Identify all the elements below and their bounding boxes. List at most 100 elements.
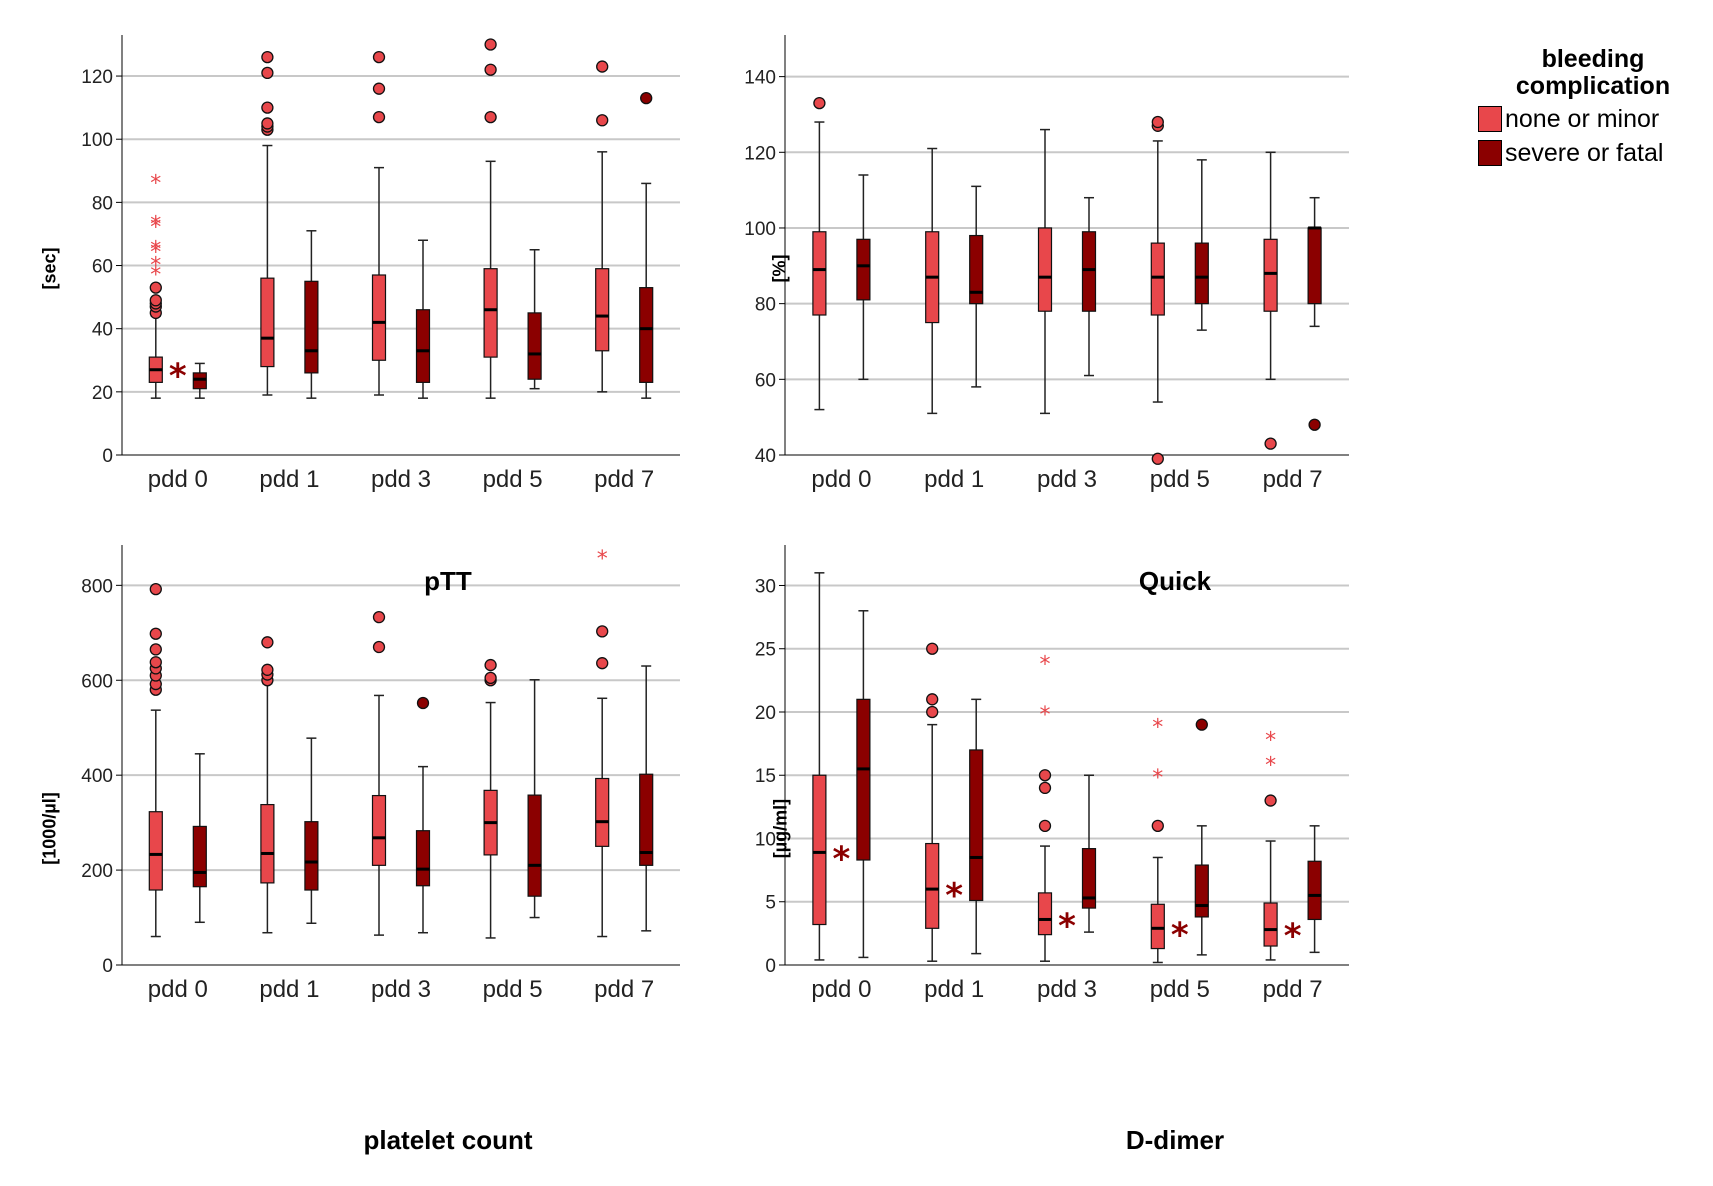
box-iqr	[856, 238, 871, 301]
extreme-point: *	[150, 215, 161, 240]
box-iqr	[1263, 238, 1278, 312]
box-none-or-minor-pdd-7: **	[1263, 728, 1278, 961]
y-tick-label: 60	[92, 257, 113, 278]
outlier-point	[1264, 794, 1277, 807]
x-tick-label-pdd-0: pdd 0	[148, 976, 208, 1003]
y-tick-label: 120	[81, 67, 113, 88]
box-iqr	[1150, 903, 1165, 950]
box-iqr	[371, 794, 387, 866]
outlier-point	[372, 110, 386, 124]
y-tick-label: 800	[81, 576, 113, 597]
extreme-point: *	[1152, 716, 1163, 741]
box-severe-or-fatal-pdd-5	[1194, 718, 1209, 956]
y-tick-label: 40	[755, 446, 776, 467]
ylabel-ddimer: [µg/ml]	[770, 798, 791, 859]
box-iqr	[969, 749, 984, 902]
outlier-point	[926, 705, 939, 719]
extreme-point: *	[1265, 728, 1276, 753]
box-iqr	[812, 231, 827, 316]
significance-marker: *	[945, 876, 963, 916]
box-iqr	[925, 842, 940, 929]
significance-marker: *	[1284, 917, 1302, 957]
outlier-point	[149, 582, 162, 596]
box-iqr	[595, 777, 610, 847]
box-severe-or-fatal-pdd-1	[304, 230, 319, 399]
box-none-or-minor-pdd-5	[483, 658, 498, 939]
box-iqr	[415, 309, 431, 383]
box-iqr	[1150, 242, 1165, 316]
y-tick-label: 20	[755, 703, 776, 724]
y-tick-label: 120	[744, 143, 776, 164]
box-iqr	[304, 280, 319, 374]
y-tick-label: 25	[755, 640, 776, 661]
x-tick-label-pdd-7: pdd 7	[594, 466, 654, 493]
box-none-or-minor-pdd-0	[148, 582, 163, 938]
box-severe-or-fatal-pdd-0	[192, 753, 207, 924]
outlier-point	[261, 66, 274, 80]
outlier-point	[261, 50, 274, 64]
outlier-point	[1195, 718, 1208, 731]
box-iqr	[639, 287, 654, 383]
x-tick-label-pdd-0: pdd 0	[148, 466, 208, 493]
extreme-point: *	[1265, 754, 1276, 779]
y-tick-label: 10	[755, 829, 776, 850]
x-tick-label-pdd-5: pdd 5	[483, 466, 543, 493]
outlier-point	[596, 60, 609, 73]
outlier-point	[372, 50, 386, 64]
box-none-or-minor-pdd-3: **	[1037, 652, 1053, 962]
x-tick-label-pdd-1: pdd 1	[924, 976, 984, 1003]
outlier-point	[640, 92, 653, 105]
box-none-or-minor-pdd-3	[371, 610, 387, 936]
extreme-point: *	[150, 171, 161, 196]
ylabel-platelet: [1000/µl]	[39, 792, 60, 865]
box-iqr	[527, 312, 542, 380]
legend-label-severe-or-fatal: severe or fatal	[1505, 138, 1664, 167]
box-iqr	[856, 698, 871, 861]
box-iqr	[639, 773, 654, 866]
y-tick-label: 600	[81, 671, 113, 692]
box-iqr	[483, 268, 498, 358]
y-tick-label: 0	[102, 956, 113, 977]
panel-quick: 40 60 80 100 120 140 pdd 0 pdd 1 pdd 3 pdd 5 pdd 7	[744, 35, 1349, 493]
box-none-or-minor-pdd-3	[1037, 128, 1053, 415]
box-none-or-minor-pdd-7	[1263, 151, 1278, 450]
box-severe-or-fatal-pdd-5	[1194, 159, 1209, 331]
legend-title: bleeding complication	[1478, 46, 1708, 100]
box-none-or-minor-pdd-5	[483, 38, 498, 399]
outlier-point	[261, 663, 274, 676]
x-tick-label-pdd-7: pdd 7	[594, 976, 654, 1003]
outlier-point	[261, 101, 274, 114]
box-severe-or-fatal-pdd-3	[1081, 196, 1097, 377]
y-tick-label: 15	[755, 766, 776, 787]
box-iqr	[1194, 864, 1209, 918]
x-tick-label-pdd-5: pdd 5	[1150, 976, 1210, 1003]
box-none-or-minor-pdd-0	[812, 572, 827, 961]
y-tick-label: 20	[92, 383, 113, 404]
x-tick-label-pdd-5: pdd 5	[483, 976, 543, 1003]
box-iqr	[304, 821, 319, 891]
x-tick-label-pdd-3: pdd 3	[1037, 976, 1097, 1003]
x-tick-label-pdd-5: pdd 5	[1150, 466, 1210, 493]
box-iqr	[192, 372, 207, 390]
y-tick-label: 100	[744, 219, 776, 240]
outlier-point	[1151, 819, 1164, 832]
significance-marker: *	[169, 357, 187, 397]
outlier-point	[484, 38, 497, 51]
extreme-point: *	[1040, 703, 1051, 728]
y-tick-label: 400	[81, 766, 113, 787]
x-tick-label-pdd-0: pdd 0	[811, 976, 871, 1003]
outlier-point	[1038, 769, 1052, 782]
y-tick-label: 0	[102, 446, 113, 467]
box-severe-or-fatal-pdd-0	[856, 610, 871, 959]
y-tick-label: 200	[81, 861, 113, 882]
chart-title-ptt: pTT	[424, 566, 472, 596]
y-tick-label: 80	[92, 193, 113, 214]
box-none-or-minor-pdd-1	[260, 50, 275, 396]
box-iqr	[527, 794, 542, 897]
outlier-point	[372, 640, 386, 654]
x-tick-label-pdd-1: pdd 1	[924, 466, 984, 493]
box-iqr	[1081, 231, 1097, 312]
